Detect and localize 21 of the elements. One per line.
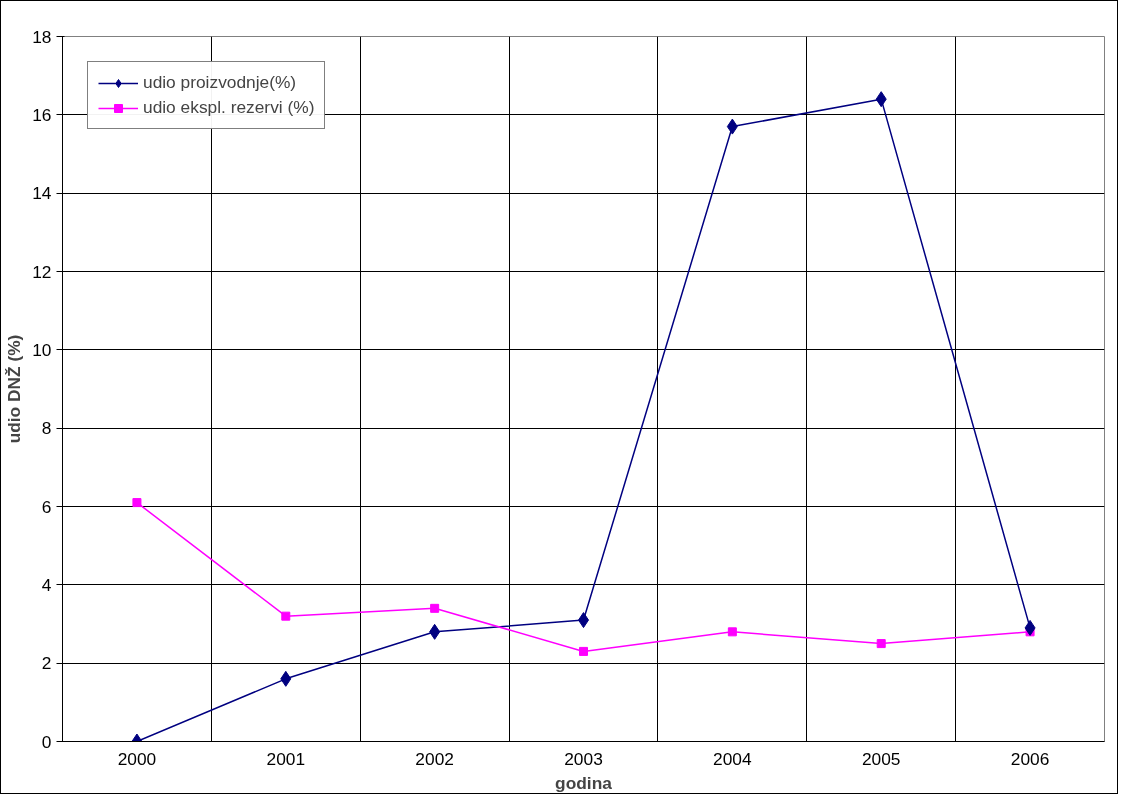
legend-label: udio proizvodnje(%) xyxy=(143,72,297,93)
x-axis-title: godina xyxy=(555,772,613,793)
x-tick-label: 2001 xyxy=(266,748,306,769)
x-tick-label: 2005 xyxy=(861,748,901,769)
y-tick-label: 0 xyxy=(41,731,52,752)
y-tick-label: 6 xyxy=(41,496,52,517)
x-tick-label: 2000 xyxy=(117,748,157,769)
y-tick-label: 4 xyxy=(41,574,52,595)
x-tick-label: 2002 xyxy=(415,748,454,769)
x-tick-label: 2003 xyxy=(564,748,603,769)
y-tick-label: 10 xyxy=(32,339,52,360)
y-tick-label: 18 xyxy=(32,26,52,47)
y-tick-label: 16 xyxy=(32,104,52,125)
x-tick-label: 2004 xyxy=(713,748,752,769)
y-tick-label: 14 xyxy=(32,183,52,204)
legend-label: udio ekspl. rezervi (%) xyxy=(143,97,315,118)
y-tick-label: 12 xyxy=(32,261,52,282)
y-tick-label: 2 xyxy=(41,653,52,674)
y-axis-title: udio DNŽ (%) xyxy=(4,334,25,444)
x-tick-label: 2006 xyxy=(1010,748,1050,769)
y-tick-label: 8 xyxy=(41,418,52,439)
